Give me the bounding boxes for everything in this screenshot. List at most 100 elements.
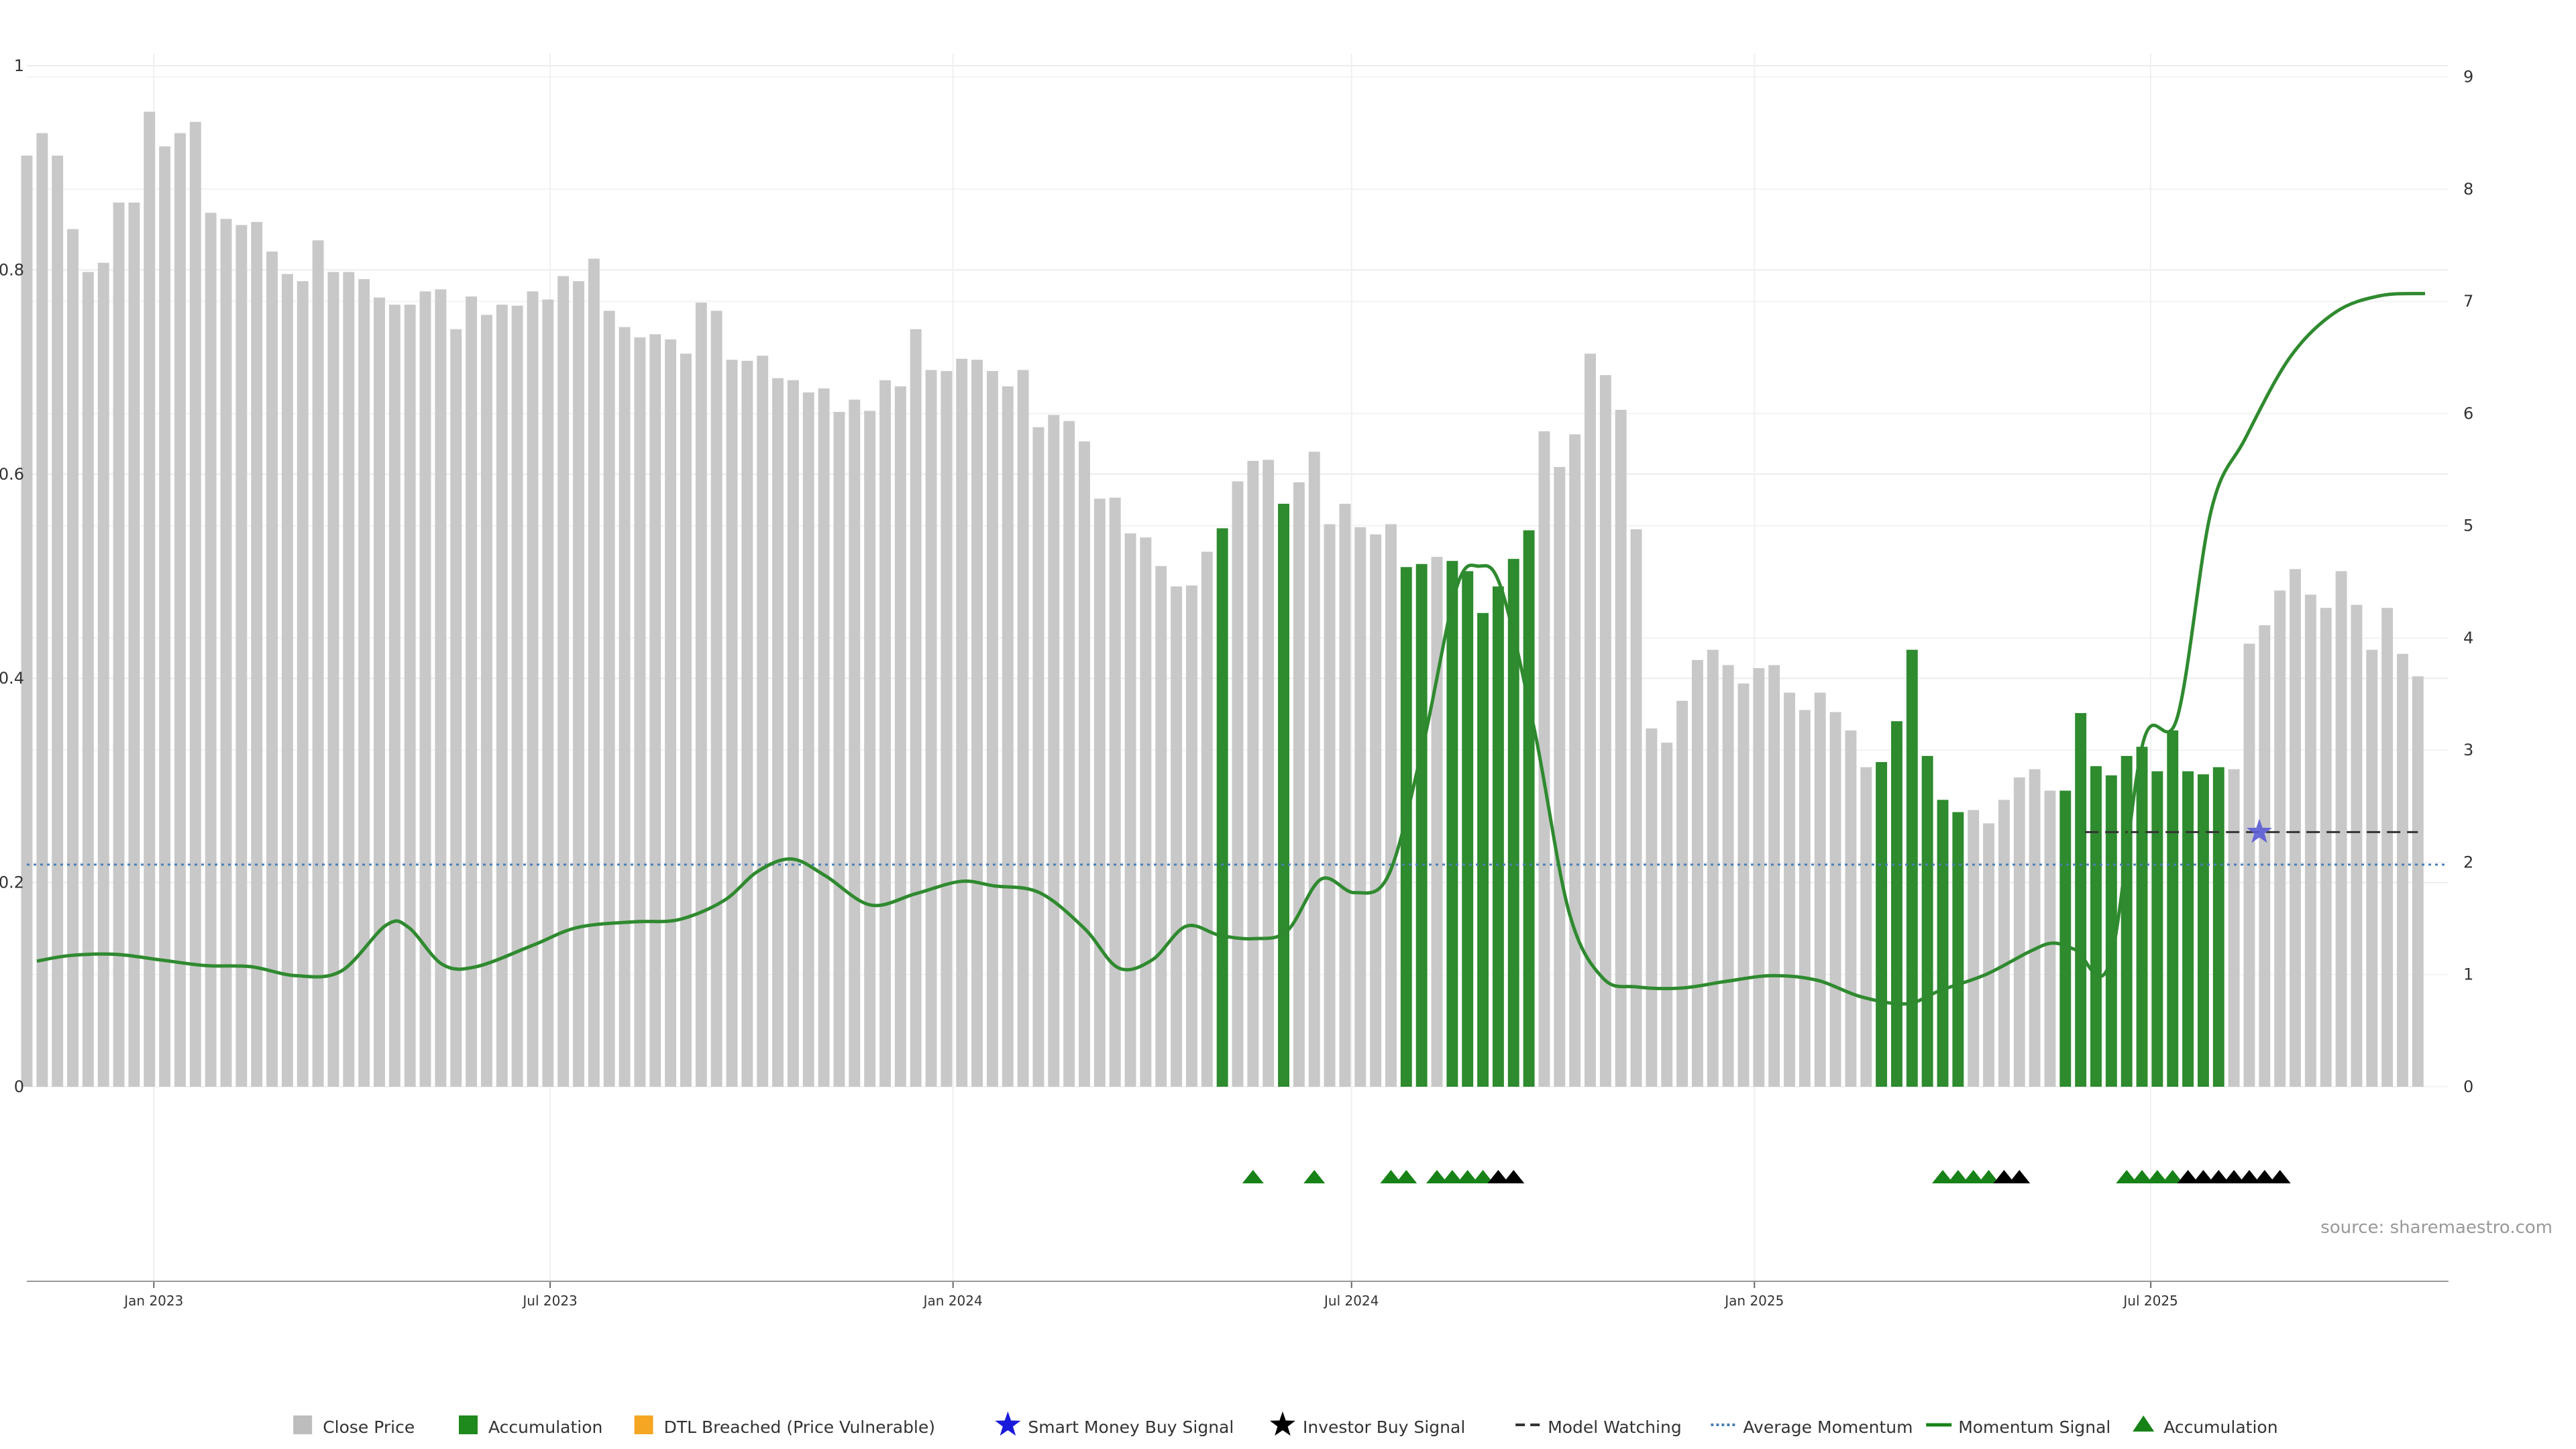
accumulation-bar [2151,771,2163,1087]
close-price-bar [1431,557,1443,1087]
close-price-bar [205,213,217,1087]
close-price-bar [312,240,324,1087]
close-price-bar [818,388,830,1087]
close-price-bar [2412,676,2424,1087]
close-price-bar [1063,421,1075,1087]
accumulation-bar [1876,762,1888,1087]
accumulation-bar [1937,800,1949,1087]
close-price-bar [220,219,232,1087]
accumulation-bar [2136,747,2148,1087]
close-price-bar [910,329,922,1087]
investor-marker [1503,1170,1525,1183]
price-bars [21,111,2424,1087]
close-price-bar [1186,585,1197,1087]
investor-marker [2223,1170,2245,1183]
accumulation-marker [1426,1170,1448,1183]
close-price-bar [802,392,814,1087]
investor-marker [1487,1170,1509,1183]
investor-marker [2269,1170,2291,1183]
close-price-bar [849,399,861,1087]
close-price-bar [2013,777,2025,1087]
close-price-bar [144,111,156,1087]
y-left-tick-label: 0.8 [0,260,24,279]
close-price-bar [1093,498,1106,1087]
accumulation-marker [2131,1170,2153,1183]
y-right-tick-label: 2 [2463,853,2473,871]
legend-label: Close Price [323,1417,415,1437]
source-note: source: sharemaestro.com [2320,1218,2553,1238]
legend-item: Average Momentum [1711,1417,1913,1437]
accumulation-bar [2105,775,2117,1087]
accumulation-bar [1492,586,1504,1087]
close-price-bar [710,311,722,1087]
y-right-tick-label: 9 [2463,68,2473,87]
legend-triangle-icon [2133,1415,2155,1432]
close-price-bar [1308,451,1320,1087]
legend-label: Investor Buy Signal [1303,1417,1465,1437]
close-price-bar [52,155,64,1087]
investor-marker [2192,1170,2214,1183]
close-price-bar [1370,534,1382,1087]
accumulation-marker [1932,1170,1954,1183]
legend-label: DTL Breached (Price Vulnerable) [664,1417,935,1437]
close-price-bar [1109,497,1121,1087]
close-price-bar [266,252,278,1087]
close-price-bar [1845,730,1857,1087]
accumulation-bar [2075,712,2087,1087]
close-price-bar [174,133,186,1087]
close-price-bar [986,371,998,1087]
y-left-tick-label: 0.6 [0,465,24,484]
axes: 0 0.2 0.4 0.6 0.8 1 0 1 2 3 4 5 6 7 8 9 Jan 2023 Jul 2023… [0,56,2473,1309]
accumulation-bar [1278,503,1289,1087]
accumulation-marker [1380,1170,1402,1183]
close-price-bar [2335,571,2347,1087]
accumulation-bar [1906,649,1918,1087]
close-price-bar [557,276,570,1087]
accumulation-bar [2059,790,2072,1087]
close-price-bar [787,380,799,1087]
close-price-bar [894,386,906,1087]
close-price-bar [2351,604,2363,1087]
close-price-bar [588,258,600,1087]
close-price-bar [1860,767,1872,1087]
accumulation-marker [2116,1170,2138,1183]
close-price-bar [1646,728,1658,1087]
legend-item: Close Price [293,1415,415,1437]
close-price-bar [297,281,309,1087]
legend-item: Accumulation [2133,1415,2278,1437]
close-price-bar [665,339,677,1087]
accumulation-bar [1477,612,1489,1087]
close-price-bar [388,305,400,1087]
close-price-bar [1032,427,1044,1087]
close-price-bar [21,155,33,1087]
accumulation-marker [1441,1170,1463,1183]
close-price-bar [1829,712,1841,1087]
close-price-bar [1599,375,1611,1087]
accumulation-marker [1978,1170,2000,1183]
close-price-bar [159,146,171,1087]
close-price-bar [1554,467,1566,1087]
legend-item: DTL Breached (Price Vulnerable) [634,1415,935,1437]
accumulation-marker [1472,1170,1494,1183]
close-price-bar [1569,434,1581,1087]
close-price-bar [1048,415,1060,1087]
close-price-bar [97,262,109,1087]
legend-label: Smart Money Buy Signal [1028,1417,1234,1437]
close-price-bar [925,370,937,1087]
accumulation-marker [1242,1170,1264,1183]
x-tick-label: Jan 2025 [1723,1293,1784,1309]
close-price-bar [1814,692,1826,1087]
close-price-bar [1017,370,1029,1087]
accumulation-bar [1891,721,1902,1087]
close-price-bar [634,337,646,1087]
accumulation-marker [1395,1170,1417,1183]
accumulation-marker [1456,1170,1479,1183]
close-price-bar [480,315,492,1087]
close-price-bar [2304,594,2316,1087]
close-price-bar [1707,649,1719,1087]
legend-item: Accumulation [459,1415,602,1437]
close-price-bar [1630,529,1642,1087]
investor-marker [1993,1170,2015,1183]
close-price-bar [649,334,661,1087]
